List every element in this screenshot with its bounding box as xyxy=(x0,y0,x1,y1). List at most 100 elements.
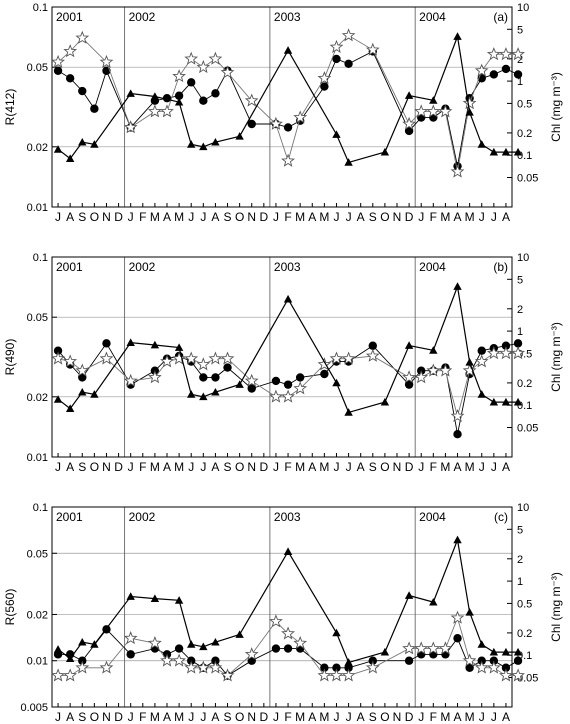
data-point xyxy=(283,123,293,132)
month-label: O xyxy=(90,460,99,474)
data-point xyxy=(148,104,162,118)
month-label: D xyxy=(405,460,414,474)
month-label: O xyxy=(380,710,389,724)
month-label: F xyxy=(139,710,146,724)
data-point xyxy=(513,647,523,656)
data-point xyxy=(126,650,135,659)
month-label: J xyxy=(333,460,339,474)
data-point xyxy=(220,668,235,682)
triangle-series xyxy=(53,535,523,666)
data-point xyxy=(160,354,174,368)
month-label: F xyxy=(284,210,291,224)
data-point xyxy=(404,341,414,349)
data-point xyxy=(489,397,499,406)
year-label: 2004 xyxy=(419,510,446,524)
data-point xyxy=(51,351,65,365)
data-point xyxy=(211,637,220,646)
month-label: A xyxy=(211,210,219,224)
month-label: D xyxy=(114,210,123,224)
month-label: J xyxy=(479,460,485,474)
data-point xyxy=(75,660,90,674)
data-point xyxy=(380,397,390,406)
right-y-tick-label: 10 xyxy=(517,2,529,14)
y-tick-label: 0.02 xyxy=(27,609,48,621)
data-point xyxy=(90,390,99,398)
data-point xyxy=(465,608,474,616)
data-point xyxy=(196,357,211,371)
data-point xyxy=(196,59,211,74)
data-point xyxy=(172,653,186,667)
year-label: 2001 xyxy=(56,510,83,524)
month-label: M xyxy=(174,710,184,724)
month-label: J xyxy=(273,460,279,474)
month-label: A xyxy=(163,210,171,224)
month-label: J xyxy=(55,710,61,724)
month-label: F xyxy=(430,210,437,224)
right-y-tick-label: 1 xyxy=(517,76,523,88)
data-point xyxy=(126,592,135,600)
data-point xyxy=(341,668,356,682)
circle-series xyxy=(53,339,523,439)
data-point xyxy=(344,408,353,416)
data-point xyxy=(365,660,380,674)
data-point xyxy=(499,346,513,360)
year-label: 2004 xyxy=(419,260,446,274)
data-point xyxy=(344,658,353,666)
data-point xyxy=(78,86,87,96)
month-label: M xyxy=(319,210,329,224)
month-label: S xyxy=(78,460,86,474)
month-label: F xyxy=(284,710,291,724)
data-point xyxy=(426,104,441,118)
month-label: A xyxy=(66,460,74,474)
month-label: M xyxy=(295,710,305,724)
data-point xyxy=(283,46,293,54)
month-label: F xyxy=(430,460,437,474)
data-point xyxy=(123,120,138,134)
data-point xyxy=(244,373,259,387)
data-point xyxy=(453,634,462,643)
data-point xyxy=(474,660,489,674)
data-point xyxy=(199,642,208,651)
data-point xyxy=(283,547,293,555)
data-point xyxy=(99,54,114,69)
month-label: S xyxy=(78,710,86,724)
month-label: A xyxy=(454,710,462,724)
data-point xyxy=(199,142,208,151)
data-point xyxy=(283,294,293,303)
month-label: D xyxy=(260,210,269,224)
month-label: N xyxy=(102,460,111,474)
right-y-tick-label: 10 xyxy=(517,252,529,264)
right-y-tick-label: 5 xyxy=(517,24,523,36)
data-point xyxy=(160,104,174,118)
month-label: O xyxy=(90,210,99,224)
month-label: N xyxy=(393,210,402,224)
month-label: M xyxy=(295,460,305,474)
data-point xyxy=(501,341,511,350)
month-label: M xyxy=(174,210,184,224)
data-point xyxy=(486,47,501,61)
data-point xyxy=(160,653,174,667)
data-point xyxy=(208,51,223,65)
month-label: M xyxy=(174,460,184,474)
month-label: J xyxy=(333,710,339,724)
data-point xyxy=(269,116,283,130)
data-point xyxy=(511,47,525,61)
month-label: O xyxy=(235,210,244,224)
data-point xyxy=(172,351,186,365)
data-point xyxy=(174,596,184,604)
month-label: N xyxy=(393,710,402,724)
month-label: A xyxy=(308,710,316,724)
month-label: J xyxy=(333,210,339,224)
month-label: J xyxy=(188,460,194,474)
data-point xyxy=(474,354,489,368)
data-point xyxy=(320,663,329,672)
data-point xyxy=(220,65,235,79)
month-label: A xyxy=(163,460,171,474)
data-point xyxy=(477,390,486,398)
data-point xyxy=(368,341,377,350)
data-point xyxy=(75,30,90,44)
data-point xyxy=(438,363,453,377)
data-point xyxy=(78,637,87,646)
data-point xyxy=(90,640,99,648)
data-point xyxy=(235,630,244,638)
